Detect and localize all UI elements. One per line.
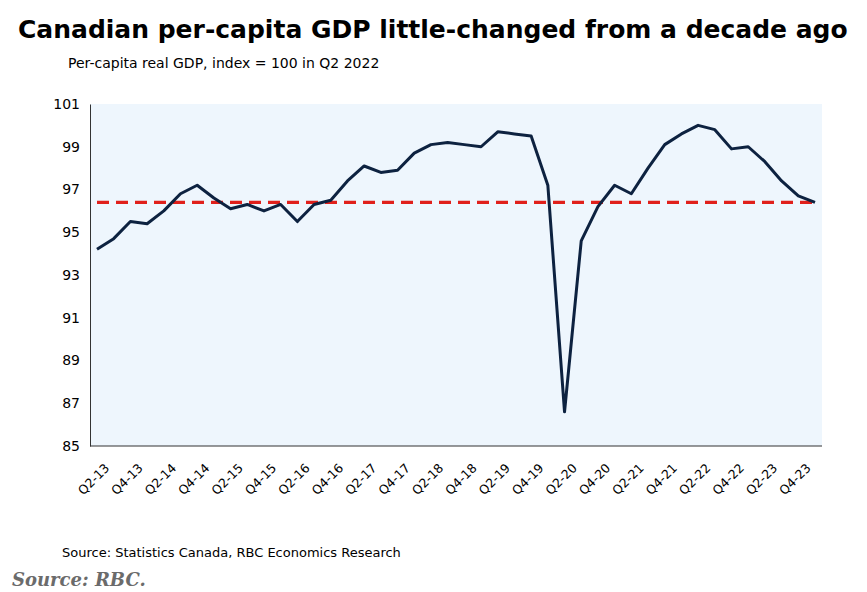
x-tick: Q4-15	[242, 446, 280, 498]
x-tick: Q2-23	[743, 446, 781, 498]
y-tick-label: 99	[62, 139, 80, 155]
x-tick-label: Q4-16	[309, 460, 347, 498]
credit: Source: RBC.	[12, 569, 146, 590]
x-tick-label: Q4-23	[776, 460, 814, 498]
x-tick-label: Q4-20	[576, 460, 614, 498]
y-tick-label: 87	[62, 395, 80, 411]
x-tick: Q4-16	[309, 446, 347, 498]
x-tick-label: Q2-22	[676, 460, 714, 498]
y-axis: 85 87 89 91 93 95 97 99 101	[53, 96, 90, 454]
x-tick-label: Q4-18	[442, 460, 480, 498]
y-tick-label: 95	[62, 224, 80, 240]
x-tick: Q2-14	[142, 446, 180, 498]
x-tick: Q4-17	[375, 446, 413, 498]
x-tick-label: Q2-21	[609, 460, 647, 498]
x-tick: Q4-23	[776, 446, 814, 498]
x-tick: Q2-16	[275, 446, 313, 498]
source: Source: Statistics Canada, RBC Economics…	[62, 545, 401, 560]
x-tick-label: Q4-14	[175, 460, 213, 498]
title: Canadian per-capita GDP little-changed f…	[18, 15, 848, 44]
x-tick: Q2-21	[609, 446, 647, 498]
y-tick-label: 97	[62, 181, 80, 197]
x-tick: Q4-18	[442, 446, 480, 498]
x-tick: Q2-20	[542, 446, 580, 498]
y-tick-label: 101	[53, 96, 80, 112]
x-tick-label: Q2-23	[743, 460, 781, 498]
x-tick: Q4-13	[108, 446, 146, 498]
x-axis-line	[90, 446, 822, 447]
x-tick: Q2-18	[409, 446, 447, 498]
x-tick: Q4-22	[709, 446, 747, 498]
series-line	[97, 125, 815, 411]
x-tick-label: Q2-18	[409, 460, 447, 498]
y-tick-label: 93	[62, 267, 80, 283]
x-tick: Q2-19	[475, 446, 513, 498]
x-tick-label: Q2-13	[75, 460, 113, 498]
x-tick: Q4-19	[509, 446, 547, 498]
plot-background	[90, 104, 822, 446]
x-tick-label: Q4-21	[642, 460, 680, 498]
y-tick: 101	[53, 96, 90, 112]
x-tick-label: Q4-22	[709, 460, 747, 498]
x-axis: Q2-13Q4-13Q2-14Q4-14Q2-15Q4-15Q2-16Q4-16…	[75, 446, 822, 498]
x-tick-label: Q4-15	[242, 460, 280, 498]
x-tick: Q4-20	[576, 446, 614, 498]
x-tick-label: Q2-14	[142, 460, 180, 498]
y-tick: 87	[62, 395, 90, 411]
y-tick: 95	[62, 224, 90, 240]
y-tick-label: 85	[62, 438, 80, 454]
y-tick: 99	[62, 139, 90, 155]
plot-area	[97, 125, 815, 411]
y-tick-label: 89	[62, 352, 80, 368]
y-tick: 85	[62, 438, 90, 454]
chart: Canadian per-capita GDP little-changed f…	[0, 0, 867, 592]
x-tick: Q4-21	[642, 446, 680, 498]
y-tick: 89	[62, 352, 90, 368]
x-tick-label: Q4-17	[375, 460, 413, 498]
x-tick: Q2-17	[342, 446, 380, 498]
y-tick: 93	[62, 267, 90, 283]
reference-line	[97, 201, 815, 204]
x-tick-label: Q2-15	[208, 460, 246, 498]
x-tick-label: Q2-16	[275, 460, 313, 498]
x-tick: Q4-14	[175, 446, 213, 498]
x-tick-label: Q2-19	[475, 460, 513, 498]
y-tick: 97	[62, 181, 90, 197]
subtitle: Per-capita real GDP, index = 100 in Q2 2…	[68, 55, 379, 71]
x-tick: Q2-15	[208, 446, 246, 498]
x-tick: Q2-13	[75, 446, 113, 498]
y-axis-line	[90, 105, 91, 447]
x-tick-label: Q4-13	[108, 460, 146, 498]
y-tick-label: 91	[62, 310, 80, 326]
x-tick-label: Q2-17	[342, 460, 380, 498]
x-tick: Q2-22	[676, 446, 714, 498]
x-tick-label: Q4-19	[509, 460, 547, 498]
y-tick: 91	[62, 310, 90, 326]
x-tick-label: Q2-20	[542, 460, 580, 498]
